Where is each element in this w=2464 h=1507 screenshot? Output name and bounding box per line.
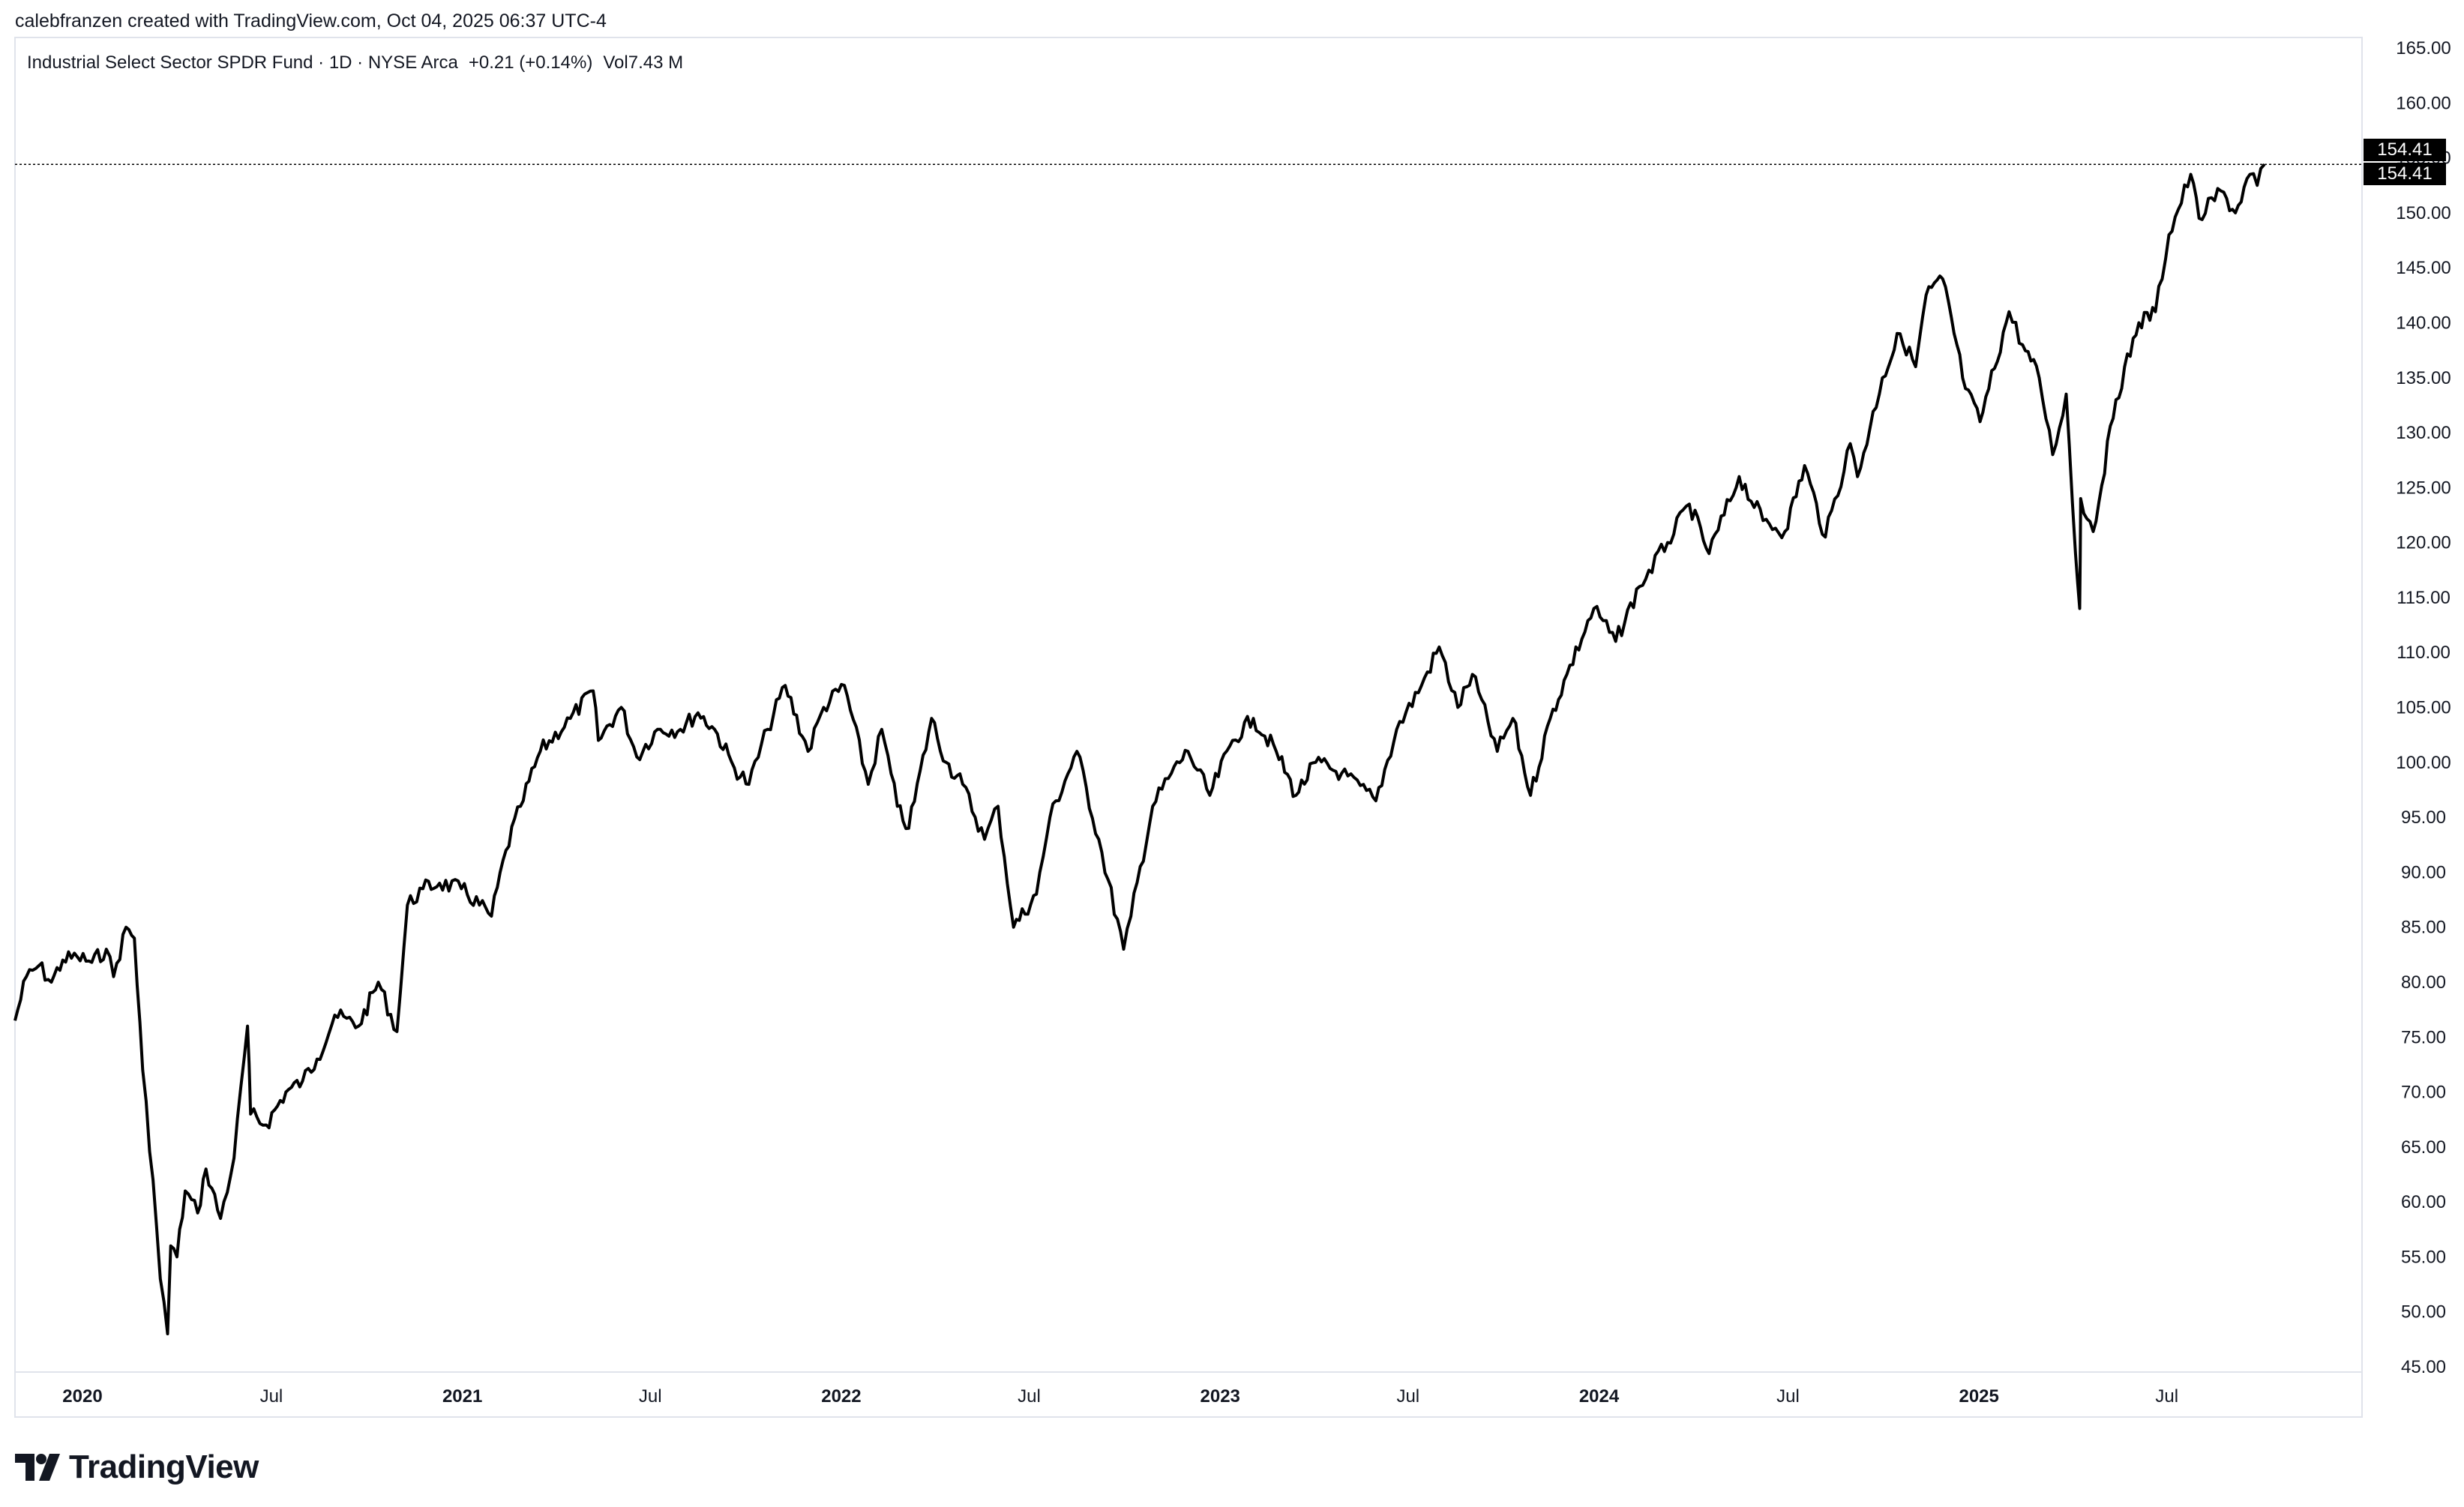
y-axis[interactable]: 165.00160.00155.00150.00145.00140.00135.… <box>2396 38 2451 1377</box>
y-tick-label: 160.00 <box>2396 93 2451 113</box>
y-tick-label: 95.00 <box>2401 807 2446 828</box>
y-tick-label: 75.00 <box>2401 1027 2446 1047</box>
legend-symbol: Industrial Select Sector SPDR Fund · 1D … <box>27 52 458 73</box>
y-tick-label: 110.00 <box>2397 643 2451 663</box>
x-tick-label: 2025 <box>1959 1386 1998 1407</box>
last-price-label: 154.41 <box>2364 139 2446 162</box>
y-tick-label: 115.00 <box>2397 588 2451 608</box>
price-chart[interactable]: 165.00160.00155.00150.00145.00140.00135.… <box>0 0 2464 1425</box>
y-tick-label: 135.00 <box>2396 368 2451 388</box>
y-tick-label: 120.00 <box>2396 533 2451 553</box>
y-tick-label: 145.00 <box>2396 258 2451 278</box>
y-tick-label: 80.00 <box>2401 972 2446 993</box>
y-tick-label: 140.00 <box>2396 313 2451 333</box>
y-tick-label: 125.00 <box>2396 478 2451 498</box>
x-axis[interactable]: 2020 Jul 2021 Jul 2022 Jul 2023 Jul 2024 Jul 2025 J… <box>62 1386 2178 1407</box>
y-tick-label: 130.00 <box>2396 423 2451 443</box>
price-series-line <box>13 163 2266 1335</box>
plot-frame <box>14 37 2363 1418</box>
y-tick-label: 50.00 <box>2401 1302 2446 1323</box>
chart-legend: Industrial Select Sector SPDR Fund · 1D … <box>27 52 704 73</box>
y-tick-label: 70.00 <box>2401 1083 2446 1103</box>
y-tick-label: 85.00 <box>2401 918 2446 938</box>
y-tick-label: 105.00 <box>2396 698 2451 718</box>
x-tick-label: 2020 <box>62 1386 102 1407</box>
x-tick-label: Jul <box>2155 1386 2178 1407</box>
x-tick-label: 2021 <box>442 1386 482 1407</box>
legend-volume-label: Vol <box>603 52 628 73</box>
legend-volume: Vol7.43 M <box>603 52 694 73</box>
brand-name: TradingView <box>69 1449 259 1485</box>
tradingview-logo-icon <box>15 1454 60 1481</box>
tradingview-logo[interactable]: TradingView <box>15 1449 259 1486</box>
y-tick-label: 150.00 <box>2396 203 2451 223</box>
y-tick-label: 100.00 <box>2396 753 2451 773</box>
y-tick-label: 90.00 <box>2401 862 2446 882</box>
x-tick-label: Jul <box>1396 1386 1419 1407</box>
x-tick-label: Jul <box>1776 1386 1800 1407</box>
x-tick-label: 2022 <box>821 1386 861 1407</box>
x-tick-label: Jul <box>1018 1386 1041 1407</box>
legend-change: +0.21 (+0.14%) <box>468 52 593 73</box>
chart-attribution: calebfranzen created with TradingView.co… <box>15 10 607 31</box>
x-tick-label: 2024 <box>1579 1386 1620 1407</box>
chart-area[interactable]: 165.00160.00155.00150.00145.00140.00135.… <box>0 0 2464 1425</box>
y-tick-label: 60.00 <box>2401 1192 2446 1212</box>
y-tick-label: 55.00 <box>2401 1247 2446 1267</box>
x-tick-label: Jul <box>639 1386 662 1407</box>
x-tick-label: Jul <box>260 1386 283 1407</box>
y-tick-label: 165.00 <box>2396 38 2451 58</box>
y-tick-label: 45.00 <box>2401 1357 2446 1377</box>
legend-volume-value: 7.43 M <box>628 52 684 73</box>
x-tick-label: 2023 <box>1201 1386 1240 1407</box>
close-price-label: 154.41 <box>2364 163 2446 186</box>
y-tick-label: 65.00 <box>2401 1137 2446 1158</box>
